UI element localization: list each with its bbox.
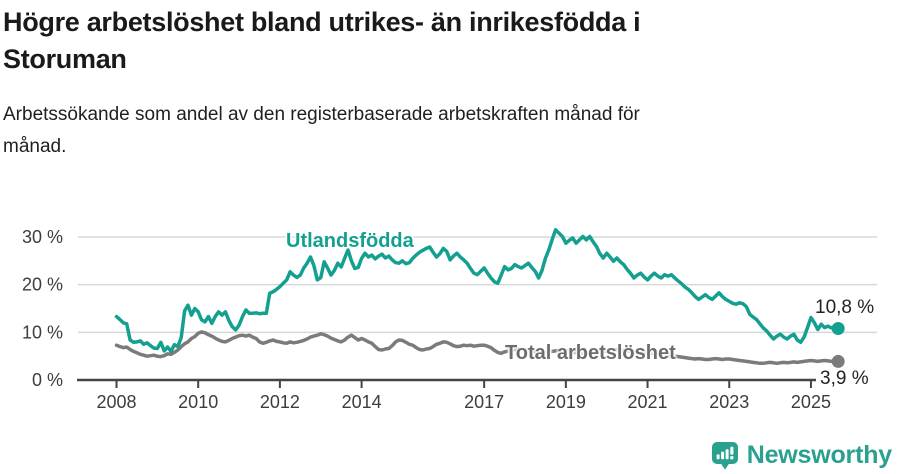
- y-tick-label: 20 %: [22, 275, 63, 295]
- x-tick-label: 2014: [342, 392, 382, 412]
- y-tick-label: 30 %: [22, 227, 63, 247]
- page-subtitle: Arbetssökande som andel av den registerb…: [3, 99, 883, 163]
- y-tick-label: 10 %: [22, 322, 63, 342]
- newsworthy-chart-bubble-icon: [711, 441, 738, 470]
- chart-header: Högre arbetslöshet bland utrikes- än inr…: [3, 4, 883, 163]
- x-tick-label: 2025: [791, 392, 831, 412]
- page-title-line1: Högre arbetslöshet bland utrikes- än inr…: [3, 7, 641, 37]
- x-tick-label: 2010: [178, 392, 218, 412]
- x-tick-label: 2019: [546, 392, 586, 412]
- series-end-dot-utlandsfodda: [831, 322, 845, 336]
- x-tick-label: 2023: [709, 392, 749, 412]
- series-line-utlandsfodda: [114, 228, 840, 354]
- series-line-total-arbetsloshet: [114, 330, 840, 366]
- y-tick-label: 0 %: [32, 370, 63, 390]
- x-tick-label: 2012: [260, 392, 300, 412]
- x-tick-label: 2017: [464, 392, 504, 412]
- value-label-utlandsfodda: 10,8 %: [815, 297, 875, 318]
- newsworthy-logo: Newsworthy: [711, 441, 892, 470]
- page-subtitle-line1: Arbetssökande som andel av den registerb…: [3, 104, 640, 125]
- series-end-dot-total-arbetsloshet: [831, 354, 845, 368]
- x-tick-label: 2008: [96, 392, 136, 412]
- value-label-total-arbetsloshet: 3,9 %: [816, 368, 873, 390]
- series-label-utlandsfodda: Utlandsfödda: [286, 230, 414, 252]
- x-tick-label: 2021: [628, 392, 668, 412]
- page-subtitle-line2: månad.: [3, 136, 67, 157]
- series-label-total-arbetsloshet: Total arbetslöshet: [505, 342, 676, 364]
- newsworthy-logo-text: Newsworthy: [746, 441, 892, 469]
- page-title-line2: Storuman: [3, 44, 127, 74]
- page-title: Högre arbetslöshet bland utrikes- än inr…: [3, 4, 883, 78]
